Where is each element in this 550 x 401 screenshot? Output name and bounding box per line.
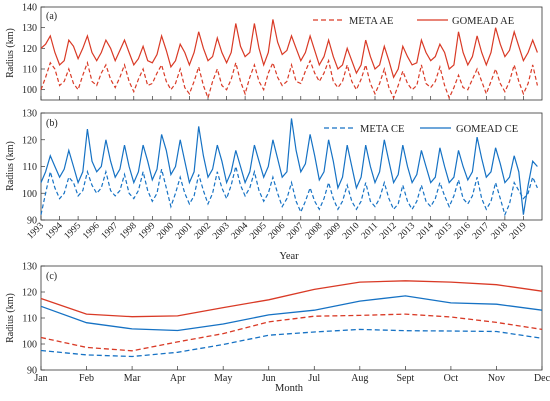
panel-c-frame	[40, 265, 543, 371]
panel-a-ytick-label: 140	[22, 3, 37, 14]
panel-c-xtick-label: Feb	[79, 373, 94, 384]
panel-b-xtick-label: 2002	[193, 221, 214, 242]
panel-a-series-line-0	[40, 58, 538, 100]
legend-gomead-ae-label: GOMEAD AE	[452, 16, 514, 27]
panel-a-frame	[40, 6, 543, 101]
panel-b-xtick-label: 1995	[63, 221, 84, 242]
legend-gomead-ce-label: GOMEAD CE	[456, 124, 518, 135]
panel-c-xtick-label: Jun	[262, 373, 276, 384]
panel-b-xtick-label: 2018	[490, 221, 511, 242]
panel-b-xtick-label: 2012	[378, 221, 399, 242]
panel-b-xtick-label: 1997	[100, 221, 121, 242]
panel-a-series-line-1	[40, 19, 538, 79]
panel-c-ylabel: Radius (km)	[5, 293, 16, 343]
panel-c-xlabel: Month	[275, 383, 304, 394]
panel-b-series-line-1	[40, 118, 538, 215]
panel-b-xtick-label: 2007	[285, 221, 306, 242]
panel-b-xtick-label: 2016	[452, 221, 473, 242]
panel-b-xtick-label: 2014	[415, 221, 436, 242]
panel-b-label: (b)	[46, 118, 58, 129]
panel-c-series-line-3	[40, 328, 543, 358]
panel-c-xtick-label: May	[214, 373, 232, 384]
panel-c-ytick-label: 100	[22, 340, 37, 351]
panel-b-xtick-label: 2017	[471, 221, 492, 242]
panel-c-yticks: 90 100 110 120 130	[22, 262, 45, 377]
panel-b-xtick-label: 1998	[118, 221, 139, 242]
panel-b-yticks: 90 100 110 120 130	[22, 109, 45, 227]
panel-b-lines	[40, 118, 538, 217]
panel-b-ytick-label: 90	[27, 216, 37, 227]
panel-b-ytick-label: 110	[22, 162, 37, 173]
panel-a-ytick-label: 120	[22, 44, 37, 55]
panel-c-xtick-label: Nov	[488, 373, 505, 384]
panel-b-xtick-label: 2005	[248, 221, 269, 242]
panel-b-ylabel: Radius (km)	[5, 141, 16, 191]
panel-b-xtick-label: 2011	[360, 221, 380, 241]
panel-c-ytick-label: 120	[22, 288, 37, 299]
panel-b-xtick-label: 2003	[211, 221, 232, 242]
panel-b-xtick-label: 1994	[44, 221, 65, 242]
panel-a: (a) Radius (km) 100 110 120 130 140 META AE …	[5, 3, 543, 101]
panel-a-ytick-label: 130	[22, 23, 37, 34]
panel-b-series-line-0	[40, 166, 538, 217]
panel-a-ylabel: Radius (km)	[5, 28, 16, 78]
panel-b-xtick-label: 2019	[508, 221, 529, 242]
panel-a-legend: META AE GOMEAD AE	[313, 16, 514, 27]
legend-meta-ae-label: META AE	[349, 16, 393, 27]
panel-c-lines	[40, 280, 543, 358]
panel-b-legend: META CE GOMEAD CE	[324, 124, 518, 135]
panel-a-label: (a)	[46, 11, 57, 22]
panel-a-yticks: 100 110 120 130 140	[22, 3, 45, 96]
panel-b-xtick-label: 1996	[81, 221, 102, 242]
panel-c-xtick-label: Apr	[170, 373, 186, 384]
panel-c-xtick-label: Mar	[124, 373, 141, 384]
panel-c-xtick-label: Oct	[444, 373, 459, 384]
panel-b-xtick-label: 2010	[341, 221, 362, 242]
panel-c-series-line-2	[40, 295, 543, 332]
panel-b-xtick-label: 2009	[323, 221, 344, 242]
panel-c-xtick-label: Jan	[34, 373, 47, 384]
panel-b-xtick-label: 2000	[156, 221, 177, 242]
panel-c-series-line-1	[40, 313, 543, 352]
panel-a-ytick-label: 100	[22, 85, 37, 96]
panel-a-ytick-label: 110	[22, 65, 37, 76]
panel-c-xtick-label: Jul	[308, 373, 320, 384]
panel-c-xtick-label: Dec	[534, 373, 550, 384]
panel-c-ytick-label: 90	[27, 366, 37, 377]
panel-b-xtick-label: 2004	[230, 221, 251, 242]
panel-c: (c) Radius (km) 90 100 110 120 130 Jan Feb Mar…	[5, 262, 550, 395]
panel-c-xticks: Jan Feb Mar Apr May Jun Jul Aug Sept Oct Nov Dec	[34, 366, 550, 384]
panel-b-xtick-label: 2006	[267, 221, 288, 242]
panel-c-xtick-label: Aug	[351, 373, 368, 384]
panel-b-xtick-label: 2001	[174, 221, 195, 242]
panel-b-ytick-label: 120	[22, 135, 37, 146]
panel-b-xtick-label: 2015	[434, 221, 455, 242]
panel-c-xtick-label: Sept	[396, 373, 414, 384]
panel-c-ytick-label: 130	[22, 262, 37, 273]
panel-b-xtick-label: 1999	[137, 221, 158, 242]
panel-b-ytick-label: 100	[22, 189, 37, 200]
panel-c-label: (c)	[46, 271, 57, 282]
panel-b-xtick-label: 2008	[304, 221, 325, 242]
panel-c-ytick-label: 110	[22, 314, 37, 325]
panel-b-xlabel: Year	[279, 251, 299, 262]
panel-c-series-line-0	[40, 280, 543, 318]
panel-a-lines	[40, 19, 538, 100]
legend-meta-ce-label: META CE	[360, 124, 404, 135]
panel-b-xtick-label: 2013	[397, 221, 418, 242]
panel-b-ytick-label: 130	[22, 109, 37, 120]
